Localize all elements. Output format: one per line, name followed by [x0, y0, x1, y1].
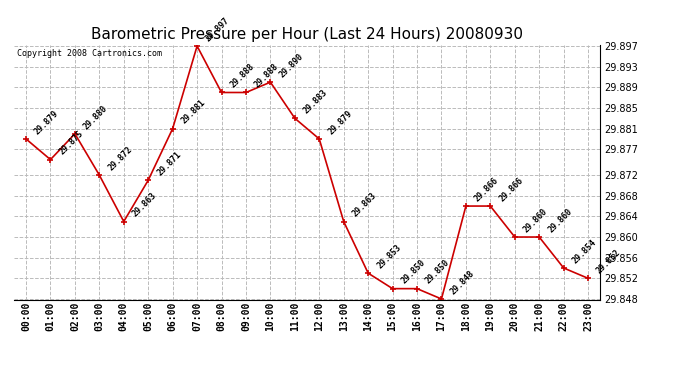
- Text: 29.866: 29.866: [497, 176, 525, 203]
- Text: 29.883: 29.883: [302, 88, 329, 116]
- Text: 29.852: 29.852: [595, 248, 622, 276]
- Text: 29.888: 29.888: [228, 62, 256, 90]
- Text: 29.854: 29.854: [571, 238, 598, 265]
- Text: 29.880: 29.880: [82, 104, 110, 131]
- Text: 29.863: 29.863: [130, 191, 158, 219]
- Text: 29.850: 29.850: [400, 258, 427, 286]
- Text: 29.853: 29.853: [375, 243, 403, 270]
- Text: 29.863: 29.863: [351, 191, 378, 219]
- Text: 29.890: 29.890: [277, 52, 305, 80]
- Text: 29.872: 29.872: [106, 145, 134, 172]
- Text: 29.850: 29.850: [424, 258, 451, 286]
- Text: 29.866: 29.866: [473, 176, 500, 203]
- Text: 29.860: 29.860: [522, 207, 549, 234]
- Text: 29.897: 29.897: [204, 16, 232, 43]
- Text: Copyright 2008 Cartronics.com: Copyright 2008 Cartronics.com: [17, 49, 161, 58]
- Text: 29.879: 29.879: [326, 109, 354, 136]
- Text: 29.848: 29.848: [448, 268, 476, 296]
- Title: Barometric Pressure per Hour (Last 24 Hours) 20080930: Barometric Pressure per Hour (Last 24 Ho…: [91, 27, 523, 42]
- Text: 29.875: 29.875: [57, 129, 85, 157]
- Text: 29.888: 29.888: [253, 62, 280, 90]
- Text: 29.860: 29.860: [546, 207, 573, 234]
- Text: 29.871: 29.871: [155, 150, 183, 177]
- Text: 29.881: 29.881: [179, 98, 207, 126]
- Text: 29.879: 29.879: [33, 109, 61, 136]
